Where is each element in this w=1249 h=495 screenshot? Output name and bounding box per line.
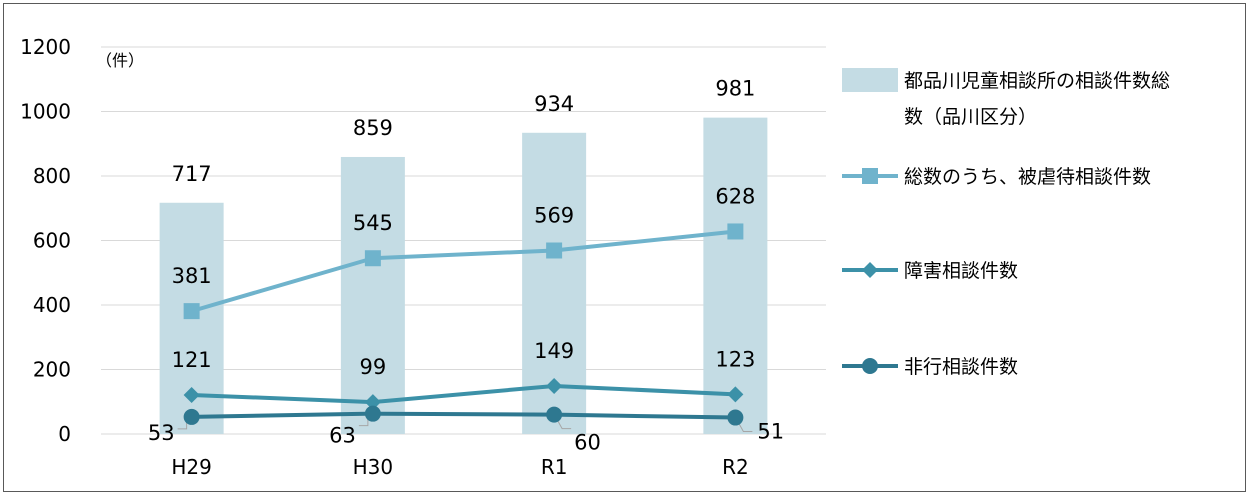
x-tick-label: H29	[171, 455, 212, 479]
legend-swatch-bar	[842, 68, 898, 92]
bar	[703, 117, 768, 434]
series-marker	[183, 303, 200, 320]
leader-lines	[177, 416, 753, 433]
bar-series	[159, 117, 768, 434]
line-value-label: 545	[353, 211, 393, 235]
series-marker	[364, 405, 381, 422]
bar-value-label: 934	[534, 92, 574, 116]
legend-label: 障害相談件数	[904, 260, 1018, 282]
x-tick-label: H30	[353, 455, 394, 479]
bar-value-label: 981	[715, 77, 755, 101]
y-tick-label: 800	[33, 164, 71, 188]
y-tick-label: 600	[33, 229, 71, 253]
line-series	[183, 223, 744, 426]
bar-value-label: 717	[172, 162, 212, 186]
chart-svg: 0 200 400 600 800 1000 1200 （件） 717 859 934 981 38…	[20, 35, 1170, 479]
series-marker	[727, 223, 744, 240]
line-value-label: 53	[148, 421, 175, 445]
line-value-label: 569	[534, 203, 574, 227]
series-marker	[727, 386, 744, 403]
line-value-label: 628	[715, 184, 755, 208]
line-value-label: 123	[715, 347, 755, 371]
series-marker	[364, 250, 381, 267]
leader-line	[556, 419, 572, 430]
line-value-label: 149	[534, 339, 574, 363]
bar	[340, 156, 405, 434]
data-labels: 717 859 934 981 381 545 569 628 121 99 149 123 53 63 6…	[148, 77, 784, 455]
series-line	[191, 383, 736, 405]
line-value-label: 381	[172, 264, 212, 288]
line-value-label: 60	[574, 431, 601, 455]
series-marker	[183, 386, 200, 403]
y-tick-label: 400	[33, 293, 71, 317]
leader-line	[737, 422, 753, 433]
line-value-label: 121	[172, 348, 212, 372]
bar-value-label: 859	[353, 116, 393, 140]
y-tick-label: 200	[33, 358, 71, 382]
line-value-label: 63	[329, 424, 356, 448]
series-marker	[183, 408, 200, 425]
x-tick-label: R1	[541, 455, 568, 479]
legend-label: 都品川児童相談所の相談件数総	[904, 70, 1170, 92]
y-tick-label: 1200	[20, 35, 71, 59]
series-marker	[546, 377, 563, 394]
series-line	[191, 411, 736, 420]
x-tick-label: R2	[722, 455, 749, 479]
y-axis-ticks: 0 200 400 600 800 1000 1200	[20, 35, 71, 446]
y-unit-label: （件）	[96, 51, 144, 70]
x-axis-ticks: H29 H30 R1 R2	[171, 455, 748, 479]
series-marker	[364, 394, 381, 411]
series-marker	[727, 409, 744, 426]
y-tick-label: 0	[58, 422, 71, 446]
line-value-label: 99	[360, 355, 387, 379]
legend-swatch-marker	[862, 168, 878, 184]
legend-swatch-marker	[862, 358, 878, 374]
legend-label: 数（品川区分）	[904, 106, 1037, 128]
legend-swatch-marker	[862, 262, 878, 278]
y-tick-label: 1000	[20, 100, 71, 124]
series-marker	[546, 406, 563, 423]
legend-label: 総数のうち、被虐待相談件数	[904, 166, 1151, 188]
chart-frame: 0 200 400 600 800 1000 1200 （件） 717 859 934 981 38…	[3, 3, 1246, 492]
legend-label: 非行相談件数	[904, 356, 1018, 378]
series-line	[191, 229, 736, 314]
series-marker	[546, 242, 563, 259]
line-value-label: 51	[757, 420, 784, 444]
